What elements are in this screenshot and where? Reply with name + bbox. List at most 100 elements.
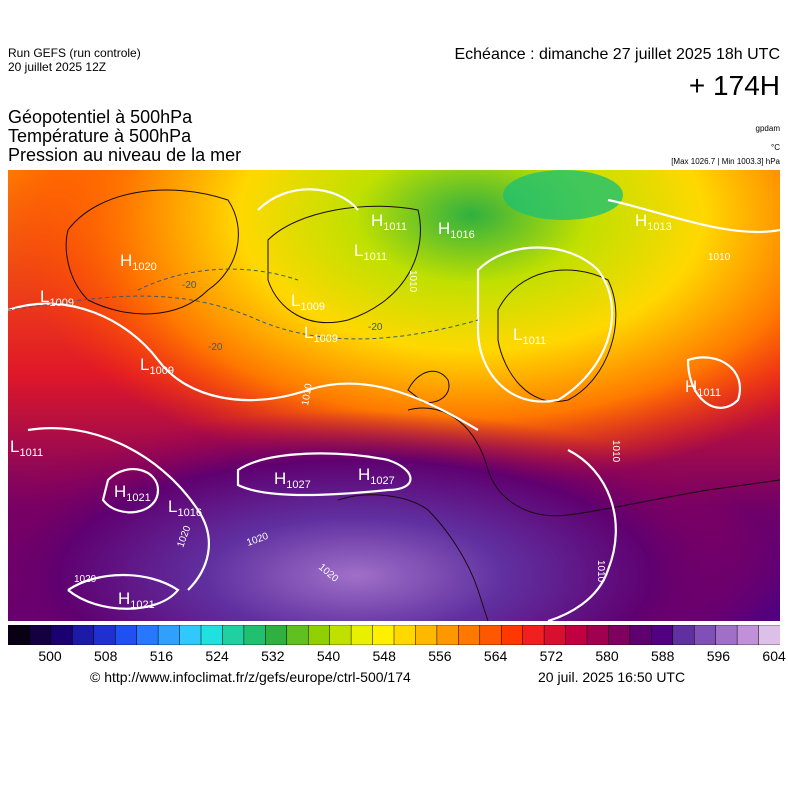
high-pressure-label: H1021 xyxy=(118,589,155,611)
isobar-value: 1010 xyxy=(300,382,315,406)
scale-swatch xyxy=(265,625,288,645)
scale-tick-label: 548 xyxy=(372,648,396,664)
scale-tick-label: 564 xyxy=(483,648,508,664)
low-pressure-label: L1011 xyxy=(513,325,546,347)
forecast-time: Echéance : dimanche 27 juillet 2025 18h … xyxy=(454,46,780,63)
pressure-centers: H1020 L1009 L1009 H1011 H1016 L1011 L1009 L1009… xyxy=(10,211,721,611)
scale-swatch xyxy=(522,625,545,645)
isobar-value: 1020 xyxy=(74,574,97,585)
scale-swatch xyxy=(243,625,267,645)
scale-swatch xyxy=(93,625,116,645)
unit-geop: gpdam xyxy=(755,124,780,133)
low-pressure-label: L1009 xyxy=(291,291,325,313)
scale-swatch xyxy=(458,625,481,645)
low-pressure-label: L1009 xyxy=(304,323,338,345)
isobar-value: 1010 xyxy=(407,270,418,293)
run-model: Run GEFS (run controle) xyxy=(8,46,141,60)
low-pressure-label: L1011 xyxy=(354,241,387,263)
scale-tick-label: 596 xyxy=(706,648,731,664)
scale-swatch xyxy=(157,625,181,645)
source-url[interactable]: © http://www.infoclimat.fr/z/gefs/europe… xyxy=(90,669,411,685)
isobar-value: 1010 xyxy=(610,440,621,463)
scale-tick-label: 604 xyxy=(762,648,786,664)
coastlines xyxy=(65,189,780,621)
scale-tick-label: 556 xyxy=(428,648,452,664)
scale-swatch xyxy=(222,625,245,645)
scale-swatch xyxy=(436,625,460,645)
scale-swatch xyxy=(672,625,695,645)
scale-swatch xyxy=(50,625,74,645)
scale-tick-label: 540 xyxy=(316,648,341,664)
low-pressure-label: L1016 xyxy=(168,497,202,519)
scale-swatch xyxy=(29,625,52,645)
scale-swatch xyxy=(8,625,31,645)
title-temperature: Température à 500hPa xyxy=(8,126,192,146)
scale-swatch xyxy=(179,625,202,645)
generated-date: 20 juil. 2025 16:50 UTC xyxy=(538,669,686,685)
scale-swatch xyxy=(608,625,631,645)
high-pressure-label: H1013 xyxy=(635,211,672,233)
high-pressure-label: H1011 xyxy=(371,211,407,233)
scale-swatch xyxy=(114,625,138,645)
isobar-value: 1010 xyxy=(595,560,606,583)
scale-swatch xyxy=(565,625,588,645)
scale-swatch xyxy=(286,625,309,645)
scale-swatch xyxy=(136,625,159,645)
unit-temp: °C xyxy=(771,143,780,152)
scale-swatch xyxy=(350,625,374,645)
scale-tick-label: 524 xyxy=(205,648,229,664)
temperature-value: -20 xyxy=(208,342,223,353)
scale-swatch xyxy=(736,625,760,645)
scale-tick-label: 572 xyxy=(539,648,563,664)
scale-swatch xyxy=(500,625,524,645)
weather-map: H1020 L1009 L1009 H1011 H1016 L1011 L1009 L1009… xyxy=(8,170,780,621)
temperature-labels: -20 -20 -20 xyxy=(182,280,383,353)
scale-swatch xyxy=(307,625,331,645)
warm-air-region xyxy=(8,320,780,621)
low-pressure-label: L1009 xyxy=(40,287,74,309)
scale-swatch xyxy=(651,625,674,645)
scale-tick-label: 500 xyxy=(38,648,62,664)
scale-swatch xyxy=(543,625,567,645)
high-pressure-label: H1020 xyxy=(120,251,157,273)
color-scale xyxy=(8,625,780,645)
cold-core xyxy=(503,170,623,220)
map-titles: Géopotentiel à 500hPa Température à 500h… xyxy=(8,108,241,165)
scale-swatch xyxy=(200,625,224,645)
high-pressure-label: H1027 xyxy=(358,465,395,487)
low-pressure-label: L1009 xyxy=(140,355,174,377)
scale-swatch xyxy=(479,625,502,645)
scale-ticks: 500 508 516 524 532 540 548 556 564 572 580 588 596 6… xyxy=(8,648,785,668)
isobars xyxy=(8,188,780,621)
scale-swatch xyxy=(758,625,780,645)
scale-tick-label: 580 xyxy=(595,648,619,664)
scale-swatch xyxy=(393,625,417,645)
scale-swatch xyxy=(72,625,95,645)
forecast-hour: + 174H xyxy=(688,70,780,101)
scale-tick-label: 588 xyxy=(651,648,675,664)
run-info: Run GEFS (run controle) 20 juillet 2025 … xyxy=(8,46,141,74)
scale-swatch xyxy=(415,625,438,645)
temperature-value: -20 xyxy=(182,280,197,291)
scale-tick-label: 516 xyxy=(149,648,174,664)
title-geopotential: Géopotentiel à 500hPa xyxy=(8,107,193,127)
high-pressure-label: H1027 xyxy=(274,469,311,491)
scale-swatch xyxy=(715,625,738,645)
title-pressure: Pression au niveau de la mer xyxy=(8,145,242,165)
temperature-value: -20 xyxy=(368,322,383,333)
scale-swatch xyxy=(372,625,395,645)
high-pressure-label: H1021 xyxy=(114,482,151,504)
scale-tick-label: 532 xyxy=(261,648,285,664)
scale-swatch xyxy=(329,625,352,645)
isobar-value: 1010 xyxy=(708,252,731,263)
temperature-lines xyxy=(8,268,479,340)
high-pressure-label: H1011 xyxy=(685,377,721,399)
scale-swatch xyxy=(629,625,653,645)
unit-pressure: [Max 1026.7 | Min 1003.3] hPa xyxy=(671,157,780,166)
scale-tick-label: 508 xyxy=(94,648,118,664)
low-pressure-label: L1011 xyxy=(10,437,43,459)
high-pressure-label: H1016 xyxy=(438,219,475,241)
scale-swatch xyxy=(693,625,717,645)
run-date: 20 juillet 2025 12Z xyxy=(8,60,107,74)
scale-swatch xyxy=(586,625,610,645)
